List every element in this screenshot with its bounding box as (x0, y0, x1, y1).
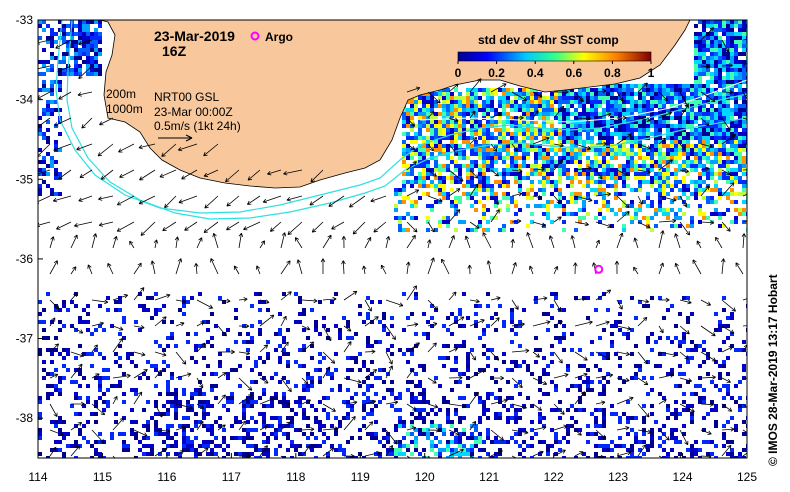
x-tick-label: 119 (351, 470, 370, 484)
y-axis: -33 -34 -35 -36 -37 -38 (16, 13, 43, 425)
contour-label-1000m: 1000m (106, 102, 143, 116)
product-time: 23-Mar 00:00Z (154, 105, 233, 119)
product-name: NRT00 GSL (154, 90, 219, 104)
vector-scale-label: 0.5m/s (1kt 24h) (154, 119, 241, 133)
y-tick-label: -33 (16, 13, 34, 27)
x-tick-label: 115 (93, 470, 112, 484)
map-time: 16Z (162, 43, 187, 59)
contour-1000m (66, 20, 747, 220)
x-tick-label: 114 (28, 470, 47, 484)
x-tick-label: 121 (479, 470, 499, 484)
x-axis: 114 115 116 117 118 119 120 121 122 123 124 125 (28, 453, 757, 484)
argo-legend-label: Argo (265, 30, 293, 44)
current-vectors (38, 27, 747, 458)
y-tick-label: -38 (16, 411, 34, 425)
x-tick-label: 116 (157, 470, 176, 484)
colorbar-tick-label: 0 (455, 66, 462, 80)
colorbar (457, 51, 652, 62)
y-tick-label: -36 (16, 252, 34, 266)
colorbar-tick-label: 0.4 (527, 66, 544, 80)
credit-container: © IMOS 28-Mar-2019 13:17 Hobart (760, 20, 784, 472)
colorbar-tick-label: 1 (648, 66, 655, 80)
colorbar-ticks: 0 0.2 0.4 0.6 0.8 1 (455, 61, 655, 80)
x-tick-label: 120 (415, 470, 435, 484)
x-tick-label: 124 (673, 470, 693, 484)
x-tick-label: 117 (222, 470, 241, 484)
colorbar-tick-label: 0.2 (488, 66, 505, 80)
x-tick-label: 123 (608, 470, 628, 484)
contour-label-200m: 200m (106, 87, 136, 101)
credit-text: © IMOS 28-Mar-2019 13:17 Hobart (766, 274, 780, 466)
colorbar-tick-label: 0.6 (565, 66, 582, 80)
colorbar-title: std dev of 4hr SST comp (478, 33, 619, 47)
x-tick-label: 122 (544, 470, 564, 484)
map-date: 23-Mar-2019 (154, 28, 235, 44)
colorbar-tick-label: 0.8 (604, 66, 621, 80)
contour-200m (55, 20, 747, 214)
vector-scale-arrow (158, 134, 193, 142)
australia-landmass (99, 20, 691, 189)
argo-float-marker[interactable] (594, 264, 604, 274)
y-tick-label: -37 (16, 332, 34, 346)
x-tick-label: 125 (737, 470, 757, 484)
contour-white (419, 79, 747, 123)
y-tick-label: -35 (16, 172, 34, 186)
y-tick-label: -34 (16, 93, 34, 107)
plot-frame (37, 19, 748, 459)
argo-legend-icon (250, 31, 260, 41)
x-tick-label: 118 (286, 470, 305, 484)
